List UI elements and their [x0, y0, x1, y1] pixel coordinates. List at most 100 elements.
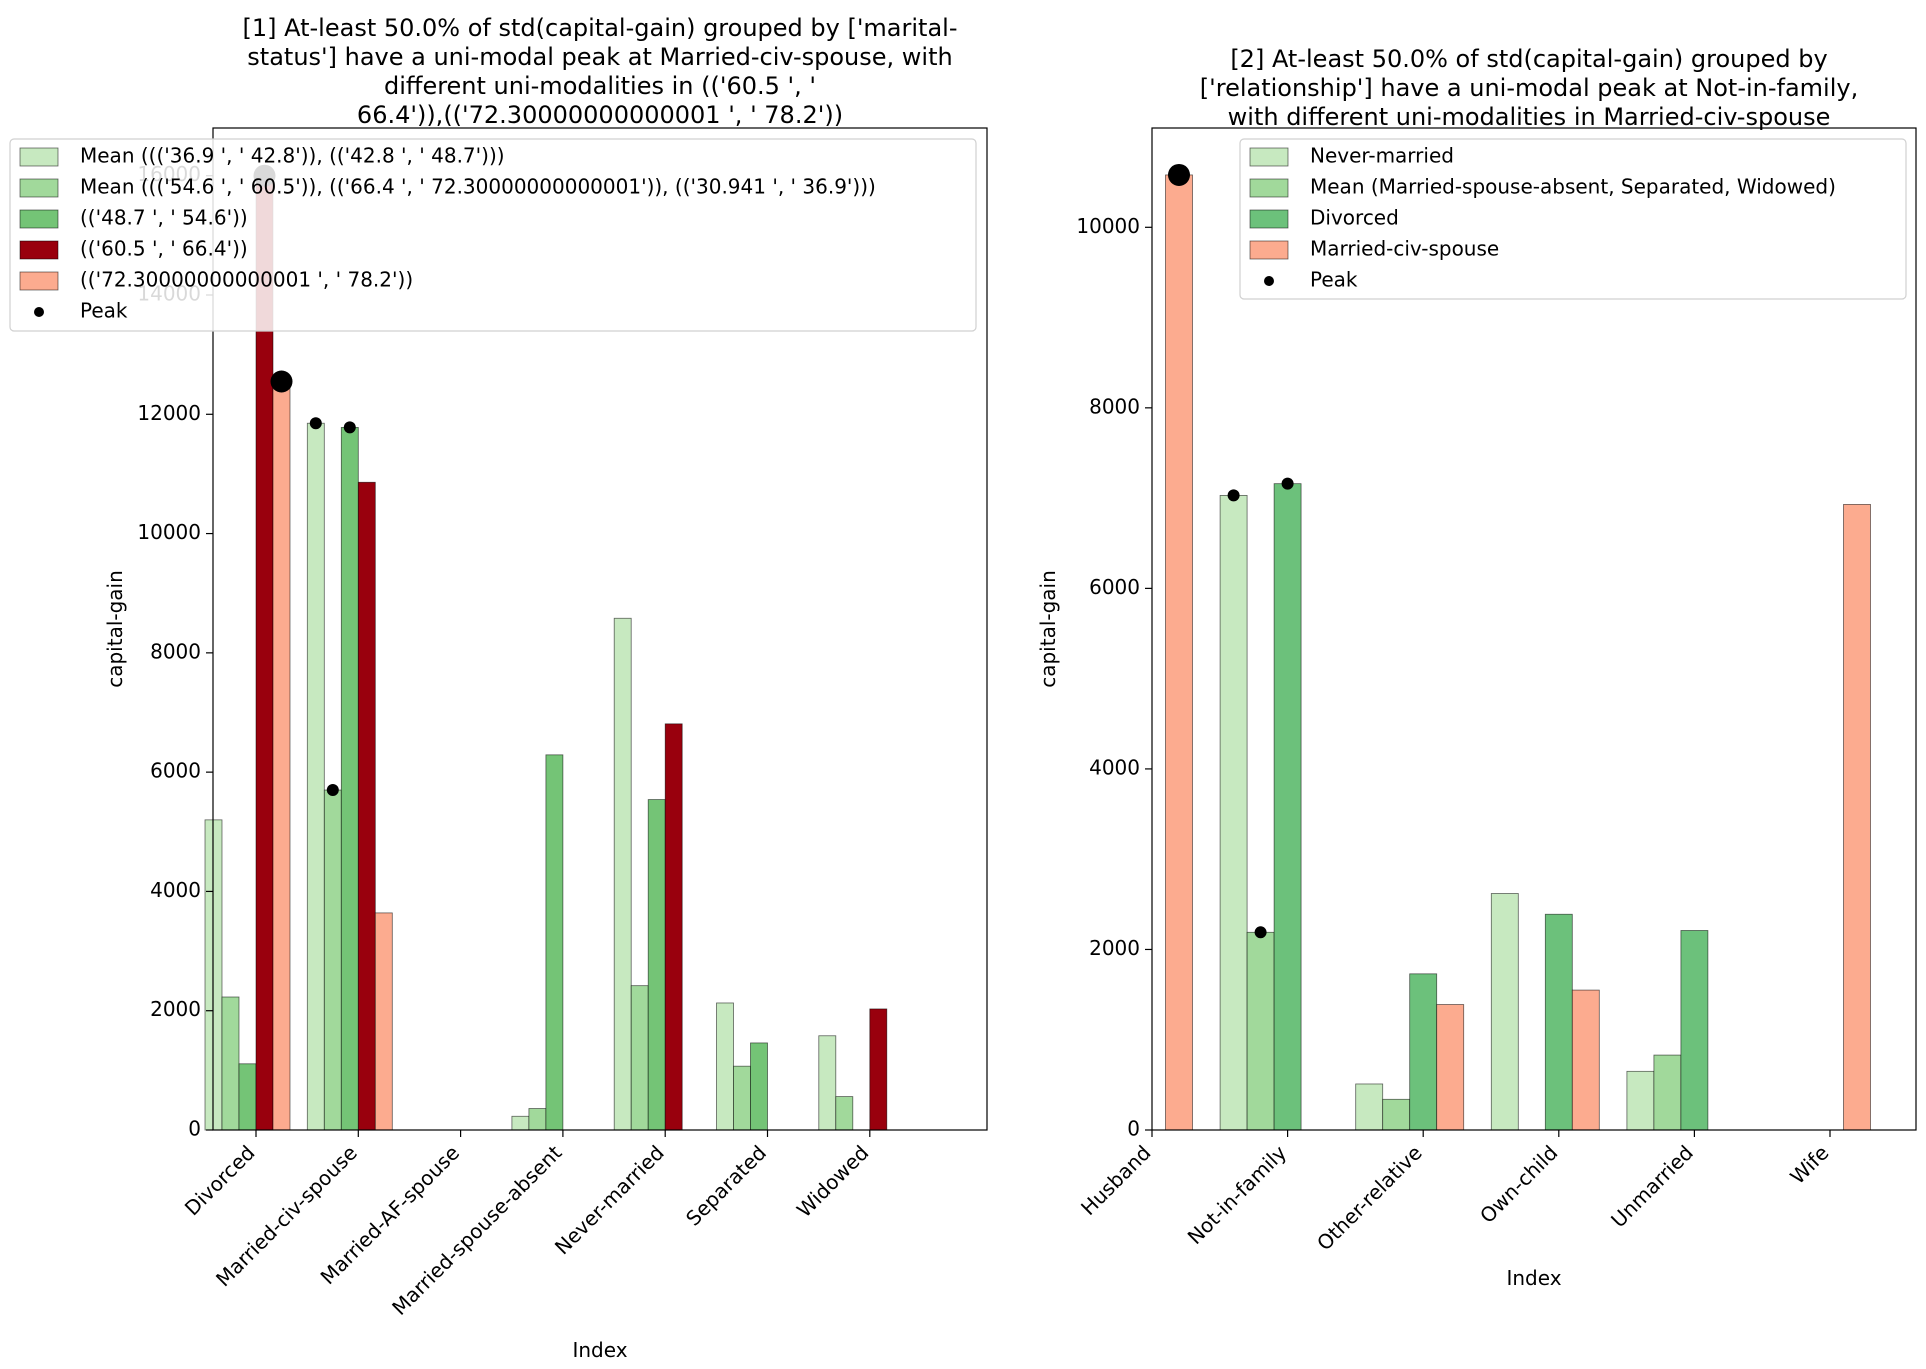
legend: Mean ((('36.9 ', ' 42.8')), (('42.8 ', '…	[9, 138, 977, 332]
chart-title-line: status'] have a uni-modal peak at Marrie…	[247, 43, 952, 71]
peak-marker	[343, 421, 356, 434]
peak-marker	[309, 417, 322, 430]
bar-own-child-s0	[1490, 893, 1519, 1131]
peak-marker	[1281, 477, 1294, 490]
x-tick-label: Widowed	[792, 1141, 873, 1222]
y-tick-label: 6000	[1089, 575, 1140, 599]
bar-unmarried-s1	[1653, 1054, 1682, 1131]
chart-relationship: [2] At-least 50.0% of std(capital-gain) …	[1036, 45, 1917, 1290]
y-axis-label: capital-gain	[1036, 570, 1060, 688]
bar-married-civ-spouse-s3	[357, 481, 376, 1131]
bar-widowed-s1	[835, 1096, 854, 1131]
x-tick-label: Divorced	[180, 1141, 260, 1221]
x-axis-label: Index	[1506, 1266, 1561, 1290]
bar-unmarried-s2	[1680, 930, 1709, 1131]
peak-marker	[1227, 489, 1240, 502]
legend-entry: Mean ((('36.9 ', ' 42.8')), (('42.8 ', '…	[80, 144, 505, 168]
x-tick-label: Own-child	[1475, 1141, 1562, 1228]
bar-not-in-family-s0	[1219, 494, 1248, 1131]
legend-entry: Married-civ-spouse	[1310, 237, 1499, 261]
y-axis-label: capital-gain	[103, 570, 127, 688]
y-tick-label: 4000	[1089, 755, 1140, 779]
bar-married-civ-spouse-s2	[340, 427, 359, 1131]
bar-other-relative-s0	[1355, 1083, 1384, 1131]
bar-widowed-s0	[818, 1035, 837, 1131]
x-tick-label: Husband	[1076, 1141, 1156, 1221]
legend-entry: Mean ((('54.6 ', ' 60.5')), (('66.4 ', '…	[80, 175, 876, 199]
bar-married-civ-spouse-s0	[306, 422, 325, 1131]
legend-swatch	[19, 240, 59, 260]
x-tick-label: Wife	[1785, 1141, 1833, 1189]
chart-title-line: [2] At-least 50.0% of std(capital-gain) …	[1230, 45, 1827, 73]
plot-frame	[212, 127, 988, 1131]
chart-title-line: [1] At-least 50.0% of std(capital-gain) …	[242, 14, 957, 42]
x-tick-label: Married-spouse-absent	[387, 1140, 566, 1319]
peak-marker	[326, 784, 339, 797]
legend-swatch	[19, 178, 59, 198]
bar-separated-s1	[733, 1065, 751, 1131]
bar-not-in-family-s2	[1273, 483, 1302, 1131]
peak-marker	[1168, 163, 1190, 186]
x-tick-label: Separated	[681, 1141, 771, 1231]
legend-entry: (('48.7 ', ' 54.6'))	[80, 206, 248, 230]
bar-never-married-s1	[630, 985, 649, 1131]
chart-title-line: different uni-modalities in (('60.5 ', '	[384, 72, 816, 100]
y-tick-label: 8000	[150, 639, 201, 663]
legend-peak-marker	[34, 307, 44, 317]
bar-unmarried-s0	[1626, 1070, 1655, 1131]
bar-not-in-family-s1	[1246, 931, 1275, 1131]
bar-married-spouse-absent-s1	[528, 1108, 547, 1131]
bar-widowed-s3	[869, 1008, 888, 1131]
peak-marker	[1254, 926, 1267, 939]
y-tick-label: 8000	[1089, 394, 1140, 418]
legend-entry-peak: Peak	[80, 299, 128, 323]
chart-title-line: ['relationship'] have a uni-modal peak a…	[1200, 74, 1858, 102]
legend-entry: (('72.30000000000001 ', ' 78.2'))	[80, 268, 413, 292]
legend-peak-marker	[1264, 276, 1274, 286]
bar-married-spouse-absent-s2	[545, 754, 564, 1131]
y-tick-label: 0	[1127, 1117, 1140, 1141]
x-tick-label: Not-in-family	[1183, 1140, 1292, 1249]
chart-title-line: 66.4')),(('72.30000000000001 ', ' 78.2')…	[357, 101, 843, 129]
y-tick-label: 10000	[137, 520, 201, 544]
legend-entry: Divorced	[1310, 206, 1399, 230]
y-tick-label: 6000	[150, 759, 201, 783]
bar-own-child-s3	[1571, 989, 1600, 1131]
legend-entry-peak: Peak	[1310, 268, 1358, 292]
legend-swatch	[1249, 240, 1289, 260]
legend-entry: Mean (Married-spouse-absent, Separated, …	[1310, 175, 1836, 199]
legend-swatch	[1249, 209, 1289, 229]
bar-never-married-s3	[664, 723, 683, 1131]
bar-own-child-s2	[1544, 913, 1573, 1131]
bar-married-civ-spouse-s4	[374, 912, 393, 1131]
bar-husband-s3	[1165, 174, 1193, 1131]
plot-frame	[1151, 127, 1917, 1131]
legend-frame	[9, 138, 977, 332]
bar-wife-s3	[1843, 504, 1871, 1131]
legend-entry: Never-married	[1310, 144, 1454, 168]
y-tick-label: 2000	[150, 997, 201, 1021]
chart-title-line: with different uni-modalities in Married…	[1228, 103, 1831, 131]
peak-marker	[270, 370, 293, 393]
legend-entry: (('60.5 ', ' 66.4'))	[80, 237, 248, 261]
bar-married-spouse-absent-s0	[511, 1115, 530, 1131]
y-tick-label: 4000	[150, 878, 201, 902]
bar-other-relative-s2	[1409, 973, 1438, 1131]
legend-swatch	[19, 147, 59, 167]
legend-frame	[1239, 138, 1907, 300]
x-axis-label: Index	[572, 1338, 627, 1362]
y-tick-label: 2000	[1089, 936, 1140, 960]
x-tick-label: Never-married	[550, 1141, 669, 1260]
legend-swatch	[1249, 147, 1289, 167]
bar-never-married-s0	[613, 617, 632, 1131]
y-tick-label: 10000	[1076, 214, 1140, 238]
legend-swatch	[19, 271, 59, 291]
chart-marital-status: [1] At-least 50.0% of std(capital-gain) …	[9, 14, 988, 1362]
bar-separated-s2	[750, 1042, 768, 1131]
y-tick-label: 0	[188, 1117, 201, 1141]
y-tick-label: 12000	[137, 401, 201, 425]
bar-divorced-s4	[272, 381, 291, 1131]
bar-never-married-s2	[647, 799, 666, 1131]
